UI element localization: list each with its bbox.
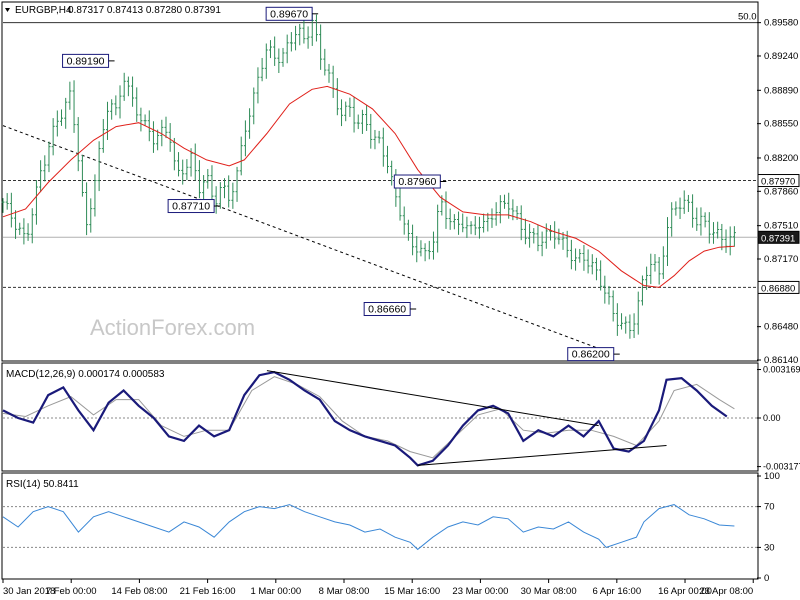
macd-title: MACD(12,26,9) 0.000174 0.000583 [6,369,165,380]
price-axis-label: 0.87170 [764,254,798,265]
time-axis-label: 23 Apr 08:00 [699,586,753,597]
level-price-text: 0.86880 [761,283,795,294]
time-axis-label: 30 Mar 08:00 [521,586,577,597]
time-axis-label: 21 Feb 16:00 [180,586,236,597]
current-price-tag [757,230,800,244]
price-axis-label: 0.89580 [764,18,798,29]
level-price-text: 0.87970 [761,177,795,188]
macd-axis-label: 0.003169 [763,365,800,375]
rsi-layer [2,504,757,551]
price-axis-label: 0.87510 [764,221,798,232]
macd-panel-frame [1,362,759,472]
macd-trendline [266,370,599,427]
price-axis-label: 0.88550 [764,119,798,130]
macd-layer [2,370,757,467]
price-axis-label: 0.88890 [764,85,798,96]
rsi-axis-label: 30 [764,542,775,553]
rsi-axis-label: 70 [764,502,775,513]
rsi-axis-label: 0 [764,573,769,584]
level-price-tag [757,280,800,294]
macd-main-line [2,370,728,467]
time-axis-label: 15 Mar 16:00 [384,586,440,597]
rsi-panel-frame [1,472,759,580]
time-axis-label: 8 Mar 08:00 [319,586,370,597]
macd-trendline [417,445,667,466]
price-layer: 0.89670 0.89190 0.87710 0.87960 0.86660 0.862… [1,6,757,362]
time-axis-label: 23 Mar 00:00 [452,586,508,597]
price-axis-label: 0.86140 [764,355,798,366]
dropdown-triangle-icon[interactable] [5,8,10,12]
swing-label-text: 0.87960 [398,176,436,188]
macd-axis-label: -0.003177 [763,462,800,472]
watermark: ActionForex.com [90,315,255,340]
swing-label-text: 0.86200 [572,349,610,361]
axis-layer: 0.89580 0.89240 0.88890 0.88550 0.88200 0.878… [2,12,800,597]
macd-axis-label: 0.00 [763,413,781,423]
time-axis-label: 6 Apr 16:00 [593,586,642,597]
ohlc-label: 0.87317 0.87413 0.87280 0.87391 [68,5,221,16]
price-trendline [2,125,614,355]
price-axis-label: 0.87860 [764,186,798,197]
price-axis-label: 0.89240 [764,51,798,62]
swing-label-text: 0.87710 [172,201,210,213]
price-axis-label: 0.88200 [764,153,798,164]
time-axis-label: 16 Apr 00:00 [658,586,712,597]
moving-average-line [2,85,735,288]
level-price-text: 0.87391 [761,233,795,244]
swing-label-text: 0.86660 [368,304,406,316]
rsi-line [2,504,735,551]
rsi-axis-label: 100 [764,471,780,482]
swing-label-text: 0.89670 [270,8,308,20]
time-axis-label: 1 Mar 00:00 [250,586,301,597]
swing-label-text: 0.89190 [67,55,105,67]
symbol-label: EURGBP,H4 [15,5,72,16]
time-axis-label: 7 Feb 00:00 [46,586,97,597]
fib-label: 50.0 [738,12,757,23]
rsi-title: RSI(14) 50.8411 [6,479,79,490]
price-axis-label: 0.86480 [764,322,798,333]
time-axis-label: 14 Feb 08:00 [111,586,167,597]
level-price-tag [757,174,800,188]
time-axis-label: 30 Jan 2018 [3,586,55,597]
